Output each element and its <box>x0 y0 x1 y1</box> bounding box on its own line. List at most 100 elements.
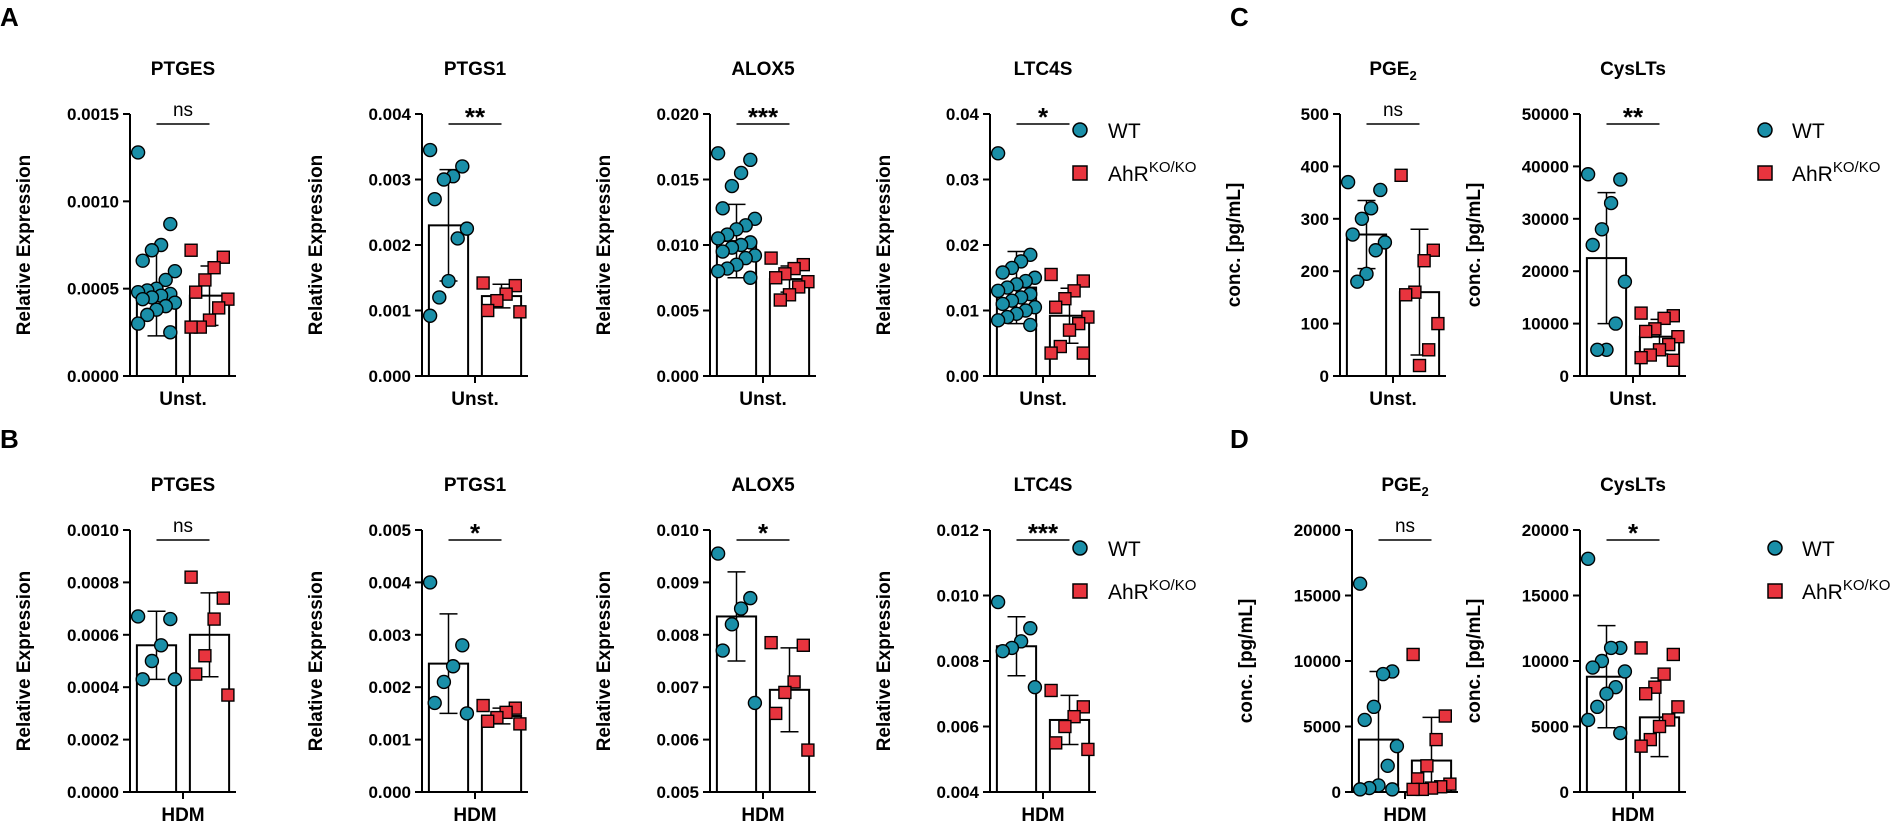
data-point-ko <box>513 717 527 731</box>
chart-title-subscript: 2 <box>1421 484 1428 499</box>
data-point-ko <box>221 688 235 702</box>
significance-label: ** <box>465 102 486 132</box>
chart-12: CysLTs conc. [pg/mL] 0 5000 10000 15000 20000 H… <box>1464 475 1686 826</box>
data-point-wt <box>743 270 758 285</box>
legend-wt-marker-2 <box>1072 540 1088 556</box>
chart-11: PGE2 conc. [pg/mL] 0 5000 10000 15000 20000 HDM… <box>1236 475 1458 826</box>
data-point-wt <box>1375 666 1391 682</box>
data-point-ko <box>1666 353 1681 367</box>
data-point-wt <box>1594 222 1610 237</box>
y-tick-label: 10000 <box>1522 315 1569 334</box>
data-point-wt <box>1359 266 1374 282</box>
y-tick-label: 40000 <box>1522 157 1569 176</box>
data-point-wt <box>135 253 150 268</box>
data-point-ko <box>1048 736 1063 750</box>
x-axis-label: HDM <box>161 805 204 826</box>
chart-title: PGE2 <box>1381 475 1428 499</box>
data-point-ko <box>1634 641 1648 655</box>
y-tick-label: 0.001 <box>368 731 411 750</box>
data-point-wt <box>1380 758 1395 773</box>
data-point-ko <box>1429 732 1443 747</box>
y-tick-label: 0.006 <box>936 718 979 737</box>
data-point-wt <box>995 296 1010 312</box>
data-point-ko <box>1067 709 1081 724</box>
y-tick-label: 0.005 <box>656 302 699 321</box>
data-point-wt <box>153 638 169 653</box>
y-tick-label: 20000 <box>1522 262 1569 281</box>
chart-title: PGE2 <box>1369 59 1416 83</box>
y-tick-label: 0.008 <box>936 652 979 671</box>
data-point-wt <box>422 575 438 590</box>
x-axis-label: HDM <box>1383 805 1426 826</box>
y-axis-label: Relative Expression <box>306 571 327 752</box>
data-point-ko <box>1657 311 1671 326</box>
y-axis-label: Relative Expression <box>14 155 35 336</box>
data-point-wt <box>459 706 475 721</box>
legend-ko-label-3: AhRKO/KO <box>1792 159 1880 186</box>
data-point-wt <box>140 307 155 323</box>
data-point-wt <box>1352 782 1368 797</box>
data-point-wt <box>1340 174 1356 190</box>
chart-title: PTGS1 <box>444 475 507 496</box>
chart-title-text: CysLTs <box>1600 475 1666 496</box>
y-tick-label: 0.03 <box>946 171 979 190</box>
data-point-ko <box>1076 346 1091 360</box>
y-tick-label: 0.005 <box>656 783 699 802</box>
y-tick-label: 0.001 <box>368 302 411 321</box>
data-point-ko <box>216 591 231 605</box>
data-point-wt <box>1590 699 1605 715</box>
y-tick-label: 0.0006 <box>67 626 119 645</box>
data-point-wt <box>1580 551 1596 567</box>
data-point-ko <box>769 706 783 721</box>
data-point-wt <box>1357 712 1372 728</box>
chart-5: PTGES Relative Expression 0.0000 0.0002 0.00… <box>14 475 236 826</box>
significance-label: *** <box>748 102 779 132</box>
y-axis-label: Relative Expression <box>14 571 35 752</box>
data-point-wt <box>1354 211 1370 227</box>
data-point-wt <box>144 243 160 258</box>
data-point-wt <box>445 659 461 674</box>
y-tick-label: 200 <box>1301 262 1329 281</box>
y-tick-label: 0.0004 <box>67 678 120 697</box>
data-point-ko <box>1426 243 1441 257</box>
legend-ko-label-2: AhRKO/KO <box>1108 577 1196 604</box>
x-axis-label: Unst. <box>739 389 787 410</box>
data-point-ko <box>184 243 198 257</box>
data-point-wt <box>1389 738 1405 754</box>
y-tick-label: 0.0000 <box>67 367 119 386</box>
chart-title: PTGES <box>151 59 215 80</box>
data-point-ko <box>1420 759 1434 773</box>
data-point-wt <box>733 165 749 181</box>
data-point-wt <box>1617 274 1633 289</box>
y-tick-label: 15000 <box>1522 587 1569 606</box>
legend-ko-marker-3 <box>1757 165 1773 181</box>
y-axis-label: conc. [pg/mL] <box>1224 183 1245 308</box>
legend-wt-label-2: WT <box>1108 538 1141 561</box>
x-axis-label: HDM <box>741 805 784 826</box>
chart-9: PGE2 conc. [pg/mL] 0 100 200 300 400 500 Unst. ns <box>1224 59 1446 410</box>
y-tick-label: 400 <box>1301 157 1329 176</box>
data-point-ko <box>1076 700 1091 714</box>
data-point-wt <box>422 308 438 323</box>
data-point-wt <box>990 283 1006 299</box>
y-tick-label: 0 <box>1560 783 1569 802</box>
legend-ko-label-1: AhRKO/KO <box>1108 159 1196 186</box>
y-tick-label: 0.020 <box>656 105 699 124</box>
data-point-ko <box>490 293 504 308</box>
data-point-wt <box>743 152 758 168</box>
y-tick-label: 10000 <box>1294 652 1341 671</box>
y-tick-label: 5000 <box>1303 718 1341 737</box>
data-point-wt <box>724 178 740 194</box>
data-point-wt <box>990 313 1006 328</box>
data-point-ko <box>1062 323 1077 337</box>
x-axis-label: Unst. <box>451 389 499 410</box>
y-tick-label: 0.015 <box>656 171 699 190</box>
data-point-wt <box>441 273 456 289</box>
data-point-ko <box>481 303 495 318</box>
y-axis-label: conc. [pg/mL] <box>1236 599 1257 724</box>
chart-7: ALOX5 Relative Expression 0.005 0.006 0.007 0… <box>594 475 816 826</box>
data-point-ko <box>1081 742 1095 757</box>
data-point-wt <box>1585 237 1600 253</box>
